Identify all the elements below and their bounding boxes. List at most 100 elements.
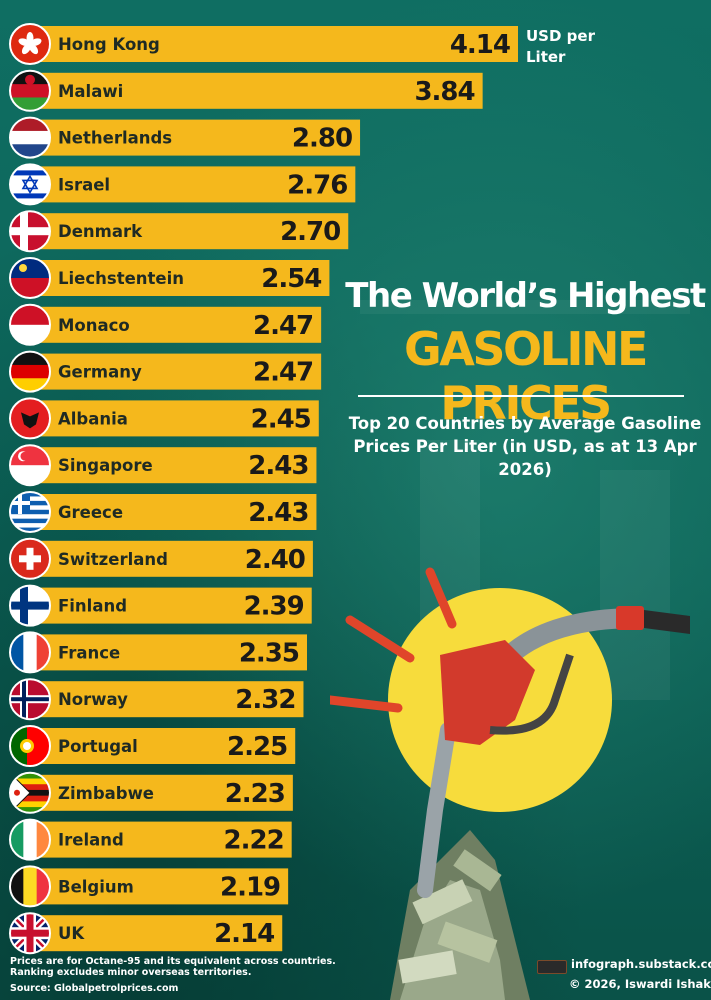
bar-row-belgium: Belgium 2.19 xyxy=(9,865,289,908)
greece-flag-icon xyxy=(9,491,51,533)
bar-row-germany: Germany 2.47 xyxy=(9,350,322,393)
bar-label-belgium: Belgium xyxy=(58,877,134,896)
bar-label-hong-kong: Hong Kong xyxy=(58,35,160,54)
bar-label-norway: Norway xyxy=(58,690,128,709)
bar-row-greece: Greece 2.43 xyxy=(9,491,317,533)
bar-denmark xyxy=(30,213,349,250)
footnote: Prices are for Octane-95 and its equival… xyxy=(10,956,336,978)
bar-ireland xyxy=(30,821,292,858)
netherlands-flag-icon xyxy=(9,116,51,159)
bar-label-albania: Albania xyxy=(58,409,128,428)
bar-value-liechstentein: 2.54 xyxy=(261,264,321,294)
germany-flag-icon xyxy=(9,350,51,393)
bar-label-switzerland: Switzerland xyxy=(58,550,168,569)
bar-row-singapore: Singapore 2.43 xyxy=(9,444,317,487)
bar-belgium xyxy=(30,868,289,905)
bar-chart: Hong Kong 4.14 Malawi 3.84 Netherlands 2.80 Is… xyxy=(9,23,518,955)
nozzle-body xyxy=(440,640,535,745)
bar-label-singapore: Singapore xyxy=(58,456,153,475)
hose-collar xyxy=(616,606,644,630)
bar-value-hong-kong: 4.14 xyxy=(450,30,510,60)
malawi-flag-icon xyxy=(9,69,51,112)
bar-row-monaco: Monaco 2.47 xyxy=(9,303,322,346)
title-line-1: The World’s Highest xyxy=(345,276,706,316)
bar-zimbabwe xyxy=(30,774,293,811)
flag-outline xyxy=(9,69,51,112)
station-canopy-shadow xyxy=(360,300,690,314)
bar-label-liechstentein: Liechstentein xyxy=(58,269,184,288)
flag-outline xyxy=(9,23,51,65)
bar-value-denmark: 2.70 xyxy=(280,217,340,247)
flag-outline xyxy=(9,865,51,908)
singapore-flag-icon xyxy=(9,444,51,487)
bar-value-belgium: 2.19 xyxy=(220,872,280,902)
flag-outline xyxy=(9,678,51,721)
bar-value-norway: 2.32 xyxy=(235,685,295,715)
sun-rays xyxy=(330,567,457,713)
fuel-nozzle-illustration xyxy=(330,567,690,1000)
hose-end xyxy=(644,610,690,634)
bar-row-malawi: Malawi 3.84 xyxy=(9,69,483,112)
bar-row-switzerland: Switzerland 2.40 xyxy=(9,537,313,580)
flag-outline xyxy=(9,303,51,346)
bar-label-zimbabwe: Zimbabwe xyxy=(58,784,154,803)
flag-outline xyxy=(9,818,51,861)
norway-flag-icon xyxy=(9,678,51,721)
flag-outline xyxy=(9,257,51,299)
zimbabwe-flag-icon xyxy=(9,771,51,814)
flag-outline xyxy=(9,725,51,767)
bar-hong-kong xyxy=(30,26,518,62)
bar-value-greece: 2.43 xyxy=(248,498,308,528)
bar-row-denmark: Denmark 2.70 xyxy=(9,210,349,253)
bar-row-netherlands: Netherlands 2.80 xyxy=(9,116,361,159)
nozzle-hose xyxy=(503,608,631,663)
albania-flag-icon xyxy=(9,397,51,440)
unit-label: USD per Liter xyxy=(526,27,595,66)
flag-outline xyxy=(9,397,51,440)
bar-row-ireland: Ireland 2.22 xyxy=(9,818,292,861)
bar-label-greece: Greece xyxy=(58,503,123,522)
bar-label-finland: Finland xyxy=(58,597,127,616)
bar-row-finland: Finland 2.39 xyxy=(9,584,312,627)
uk-flag-icon xyxy=(9,912,51,955)
bar-uk xyxy=(30,915,283,952)
hong-kong-flag-icon xyxy=(9,23,51,65)
flag-outline xyxy=(9,537,51,580)
portugal-flag-icon xyxy=(9,725,51,767)
bar-row-hong-kong: Hong Kong 4.14 xyxy=(9,23,518,65)
bar-israel xyxy=(30,166,356,203)
copyright-notice: © 2026, Iswardi Ishak xyxy=(569,977,711,991)
chart-subtitle: Top 20 Countries by Average Gasoline Pri… xyxy=(348,414,702,479)
bar-greece xyxy=(30,494,317,530)
bar-label-uk: UK xyxy=(58,924,85,943)
bar-value-finland: 2.39 xyxy=(244,592,304,622)
flag-outline xyxy=(9,116,51,159)
bar-label-denmark: Denmark xyxy=(58,222,143,241)
switzerland-flag-icon xyxy=(9,537,51,580)
ireland-flag-icon xyxy=(9,818,51,861)
station-pillar-shadow xyxy=(600,470,670,700)
bar-value-uk: 2.14 xyxy=(214,919,274,949)
france-flag-icon xyxy=(9,631,51,674)
bar-label-france: France xyxy=(58,643,120,662)
monaco-flag-icon xyxy=(9,303,51,346)
bar-label-israel: Israel xyxy=(58,175,110,194)
bar-value-zimbabwe: 2.23 xyxy=(225,779,285,809)
bar-portugal xyxy=(30,728,296,764)
bar-france xyxy=(30,634,308,671)
flag-outline xyxy=(9,210,51,253)
bar-value-ireland: 2.22 xyxy=(224,826,284,856)
bar-value-germany: 2.47 xyxy=(253,358,313,388)
bar-monaco xyxy=(30,306,322,343)
brand-logo xyxy=(537,960,567,974)
bar-value-portugal: 2.25 xyxy=(227,732,287,762)
bar-switzerland xyxy=(30,540,313,577)
flag-outline xyxy=(9,491,51,533)
bar-label-ireland: Ireland xyxy=(58,831,124,850)
flag-outline xyxy=(9,163,51,206)
cash-pile xyxy=(390,830,530,1000)
bar-label-portugal: Portugal xyxy=(58,737,138,756)
bar-value-singapore: 2.43 xyxy=(248,451,308,481)
bar-netherlands xyxy=(30,119,361,156)
bar-label-malawi: Malawi xyxy=(58,82,123,101)
